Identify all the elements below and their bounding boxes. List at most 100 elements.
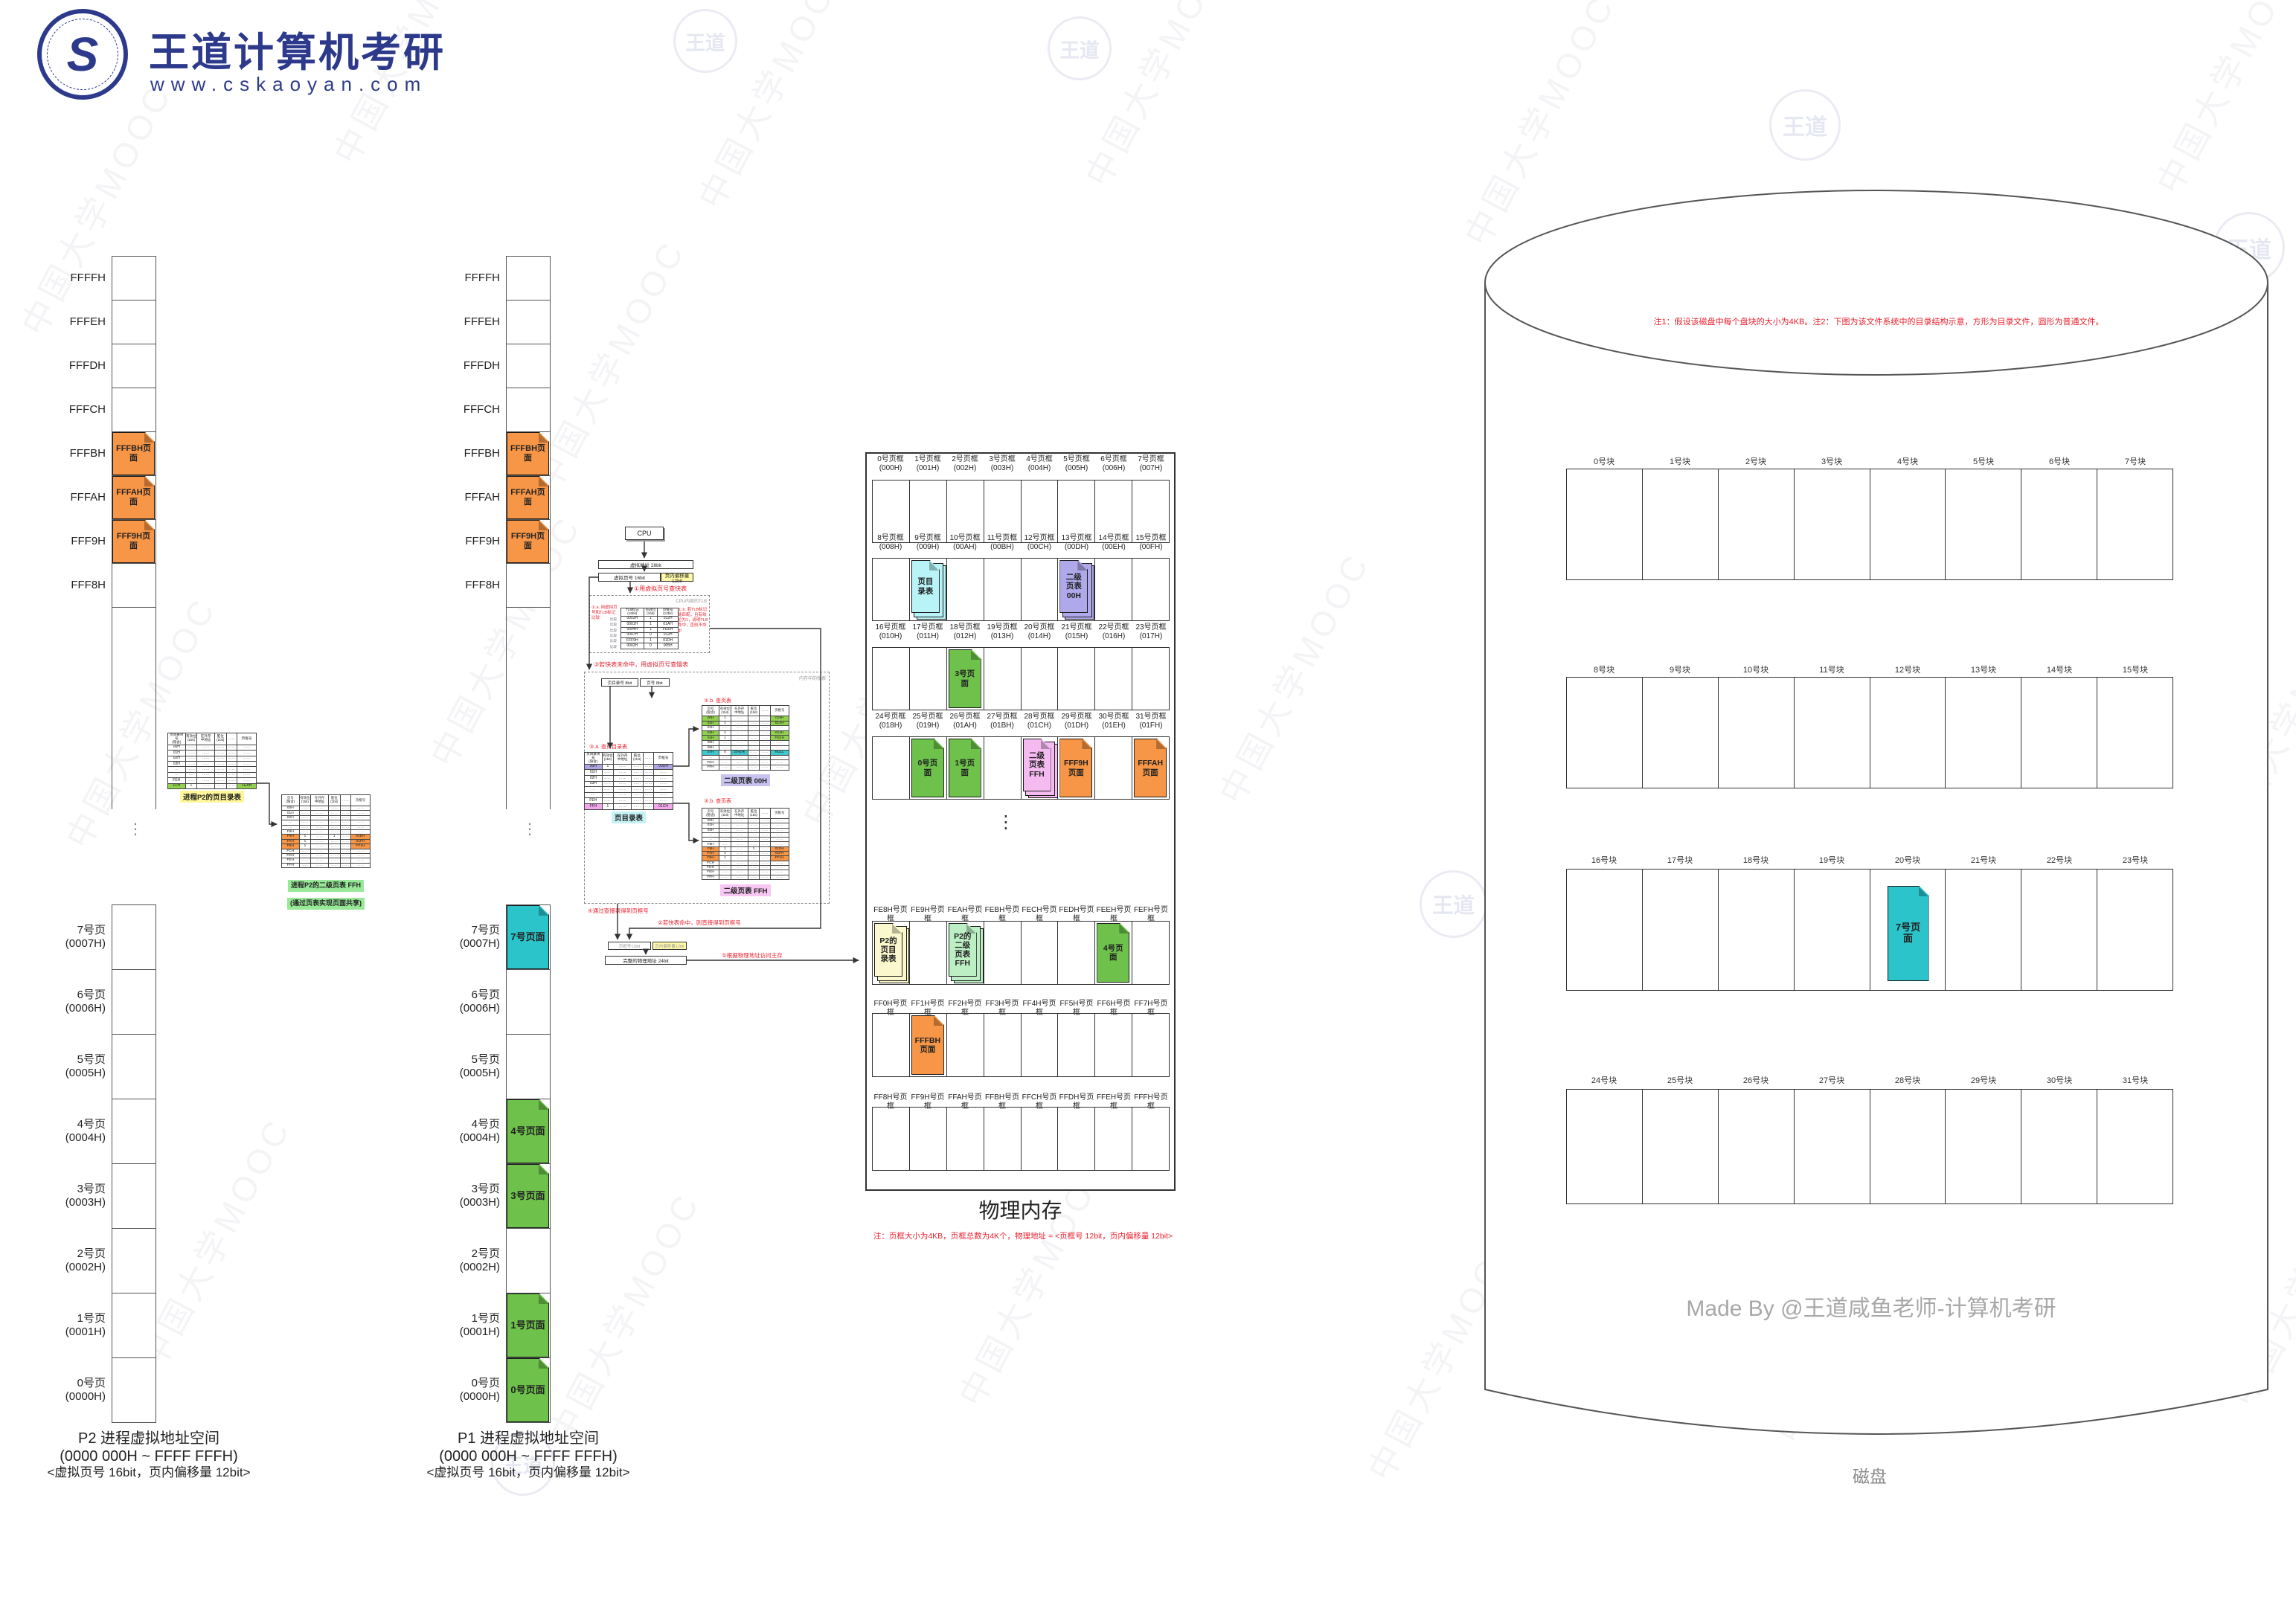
slow-l2-table-ffh-cell-0-5: …… bbox=[769, 817, 790, 824]
disk-block-cell-r2-5 bbox=[1946, 870, 2022, 990]
frame-label-s6-5: FFDH号页框 bbox=[1059, 1093, 1094, 1111]
slow-l2-table-ffh-row-8: FBH 1……………… FF1H bbox=[701, 855, 790, 861]
mem-item-s4-6: 4号页 面 bbox=[1097, 923, 1129, 983]
frame-cell-s3-7: FFFAH 页面 bbox=[1132, 737, 1169, 799]
p2-l2-page-table-ffh-row-3: …………………………… bbox=[281, 820, 371, 826]
p2-column-bottom-cell-5 bbox=[112, 1228, 156, 1293]
p2-l2-page-table-ffh-cell-7-2: …… bbox=[310, 838, 329, 845]
slow-l2-table-ffh-cell-0-3: …… bbox=[747, 817, 760, 824]
p2-l2-page-table-ffh-header-2: 在外存 中地址 bbox=[310, 794, 329, 806]
slow-l2-table-ffh-row-7: FAH 1……………… 01FH bbox=[701, 851, 790, 857]
p2-column-top-label-FFF9H: FFF9H bbox=[71, 534, 106, 547]
disk-block-cell-r3-1 bbox=[1643, 1090, 1719, 1203]
p2-column-bottom-cell-6 bbox=[112, 1293, 156, 1358]
frame-cell-s4-0: P2的 页目 录表 bbox=[873, 922, 910, 984]
p2-column-top-label-FFFFH: FFFFH bbox=[70, 271, 106, 284]
slow-l2-table-ffh-cell-1-1: …… bbox=[719, 823, 731, 829]
frame-label-s5-5: FF5H号页框 bbox=[1059, 1000, 1094, 1017]
frame-cell-s6-3 bbox=[984, 1108, 1022, 1170]
p1-column-bottom-cell-1 bbox=[506, 969, 551, 1035]
p2-l2-page-table-ffh-cell-2-0: 02H bbox=[281, 814, 300, 821]
mem-item-s4-2: P2的 二级 页表 FFH bbox=[949, 923, 984, 983]
mem-item-s4-2-top: P2的 二级 页表 FFH bbox=[949, 923, 977, 977]
p2-column-bottom-cell-0 bbox=[112, 904, 156, 970]
disk-block-label-r2-5: 21号块 bbox=[1970, 856, 1997, 865]
p1-column-top-label-FFF8H: FFF8H bbox=[465, 578, 500, 591]
frame-cell-s4-1 bbox=[910, 922, 947, 984]
p1-column-top-label-FFFBH: FFFBH bbox=[464, 446, 500, 460]
disk-block-label-r1-3: 11号块 bbox=[1819, 666, 1844, 675]
p1-column-bottom-cell-7: 0号页面 bbox=[506, 1357, 551, 1423]
p1-column-top-cell-FFFFH bbox=[506, 256, 551, 301]
slow-l2-table-ffh-cell-11-3: …… bbox=[747, 870, 760, 875]
p1-column-top-cell-FFFDH bbox=[506, 344, 551, 388]
p2-l2-page-table-ffh-cell-0-3: …… bbox=[327, 805, 341, 812]
frame-label-s4-6: FEEH号页框 bbox=[1096, 906, 1132, 923]
dir-table-caption: 页目录表 bbox=[584, 811, 673, 824]
tlb-compare-label-2: 比较 bbox=[610, 628, 617, 632]
p2-l2-page-table-ffh-cell-1-3: …… bbox=[327, 810, 341, 816]
p2-l2-page-table-ffh-cell-6-5: 01DH bbox=[350, 834, 371, 840]
frame-label-s3-0: 24号页框 (018H) bbox=[875, 713, 906, 730]
slow-l2-table-ffh-cell-6-5: 01DH bbox=[769, 846, 790, 852]
p2-column-bottom-label-5: 2号页 (0002H) bbox=[65, 1247, 106, 1273]
frame-cell-s0-6 bbox=[1095, 481, 1133, 542]
frame-label-s2-2: 18号页框 (012H) bbox=[949, 623, 981, 640]
disk-block-label-r1-1: 9号块 bbox=[1669, 666, 1691, 675]
p2-column-page-FFF9H: FFF9H页面 bbox=[112, 520, 155, 563]
p2-page-directory-table-cell-7-3: …… bbox=[214, 782, 227, 790]
frame-label-s4-7: FEFH号页框 bbox=[1133, 906, 1169, 923]
p2-column-bottom-cell-4 bbox=[112, 1163, 156, 1229]
p2-page-directory-table-cell-7-2: …… bbox=[196, 782, 215, 790]
p2-l2-page-table-ffh-cell-10-0: FDH bbox=[281, 852, 300, 859]
slow-l2-table-ffh-cell-10-3: …… bbox=[747, 864, 760, 871]
p2-l2-page-table-ffh-cell-3-2: …… bbox=[310, 820, 329, 826]
frame-label-s6-6: FFEH号页框 bbox=[1096, 1093, 1132, 1111]
p2-l2-page-table-ffh-cell-2-3: …… bbox=[327, 814, 341, 821]
p2-column-top-label-FFFEH: FFFEH bbox=[69, 315, 106, 328]
slow-l2-table-ffh-row-10: FDH………………………… bbox=[701, 864, 790, 871]
disk-block-row-1 bbox=[1566, 677, 2173, 788]
disk-block-label-r3-0: 24号块 bbox=[1591, 1076, 1617, 1085]
frame-label-s3-4: 28号页框 (01CH) bbox=[1024, 713, 1055, 730]
disk-block-label-r3-2: 26号块 bbox=[1742, 1076, 1769, 1085]
slow-page-directory-table-header-2: 在外存 中地址 bbox=[613, 752, 632, 765]
p1-column-bottom-label-6: 1号页 (0001H) bbox=[459, 1311, 500, 1338]
p2-l2-page-table-ffh-cell-8-3: …… bbox=[327, 843, 341, 849]
step3b-label-2: ③.b. 查页表 bbox=[704, 799, 732, 804]
disk-block-cell-r0-6 bbox=[2021, 469, 2098, 579]
slow-l2-table-ffh-cell-1-4: …… bbox=[759, 823, 771, 829]
frame-label-s1-7: 15号页框 (00FH) bbox=[1135, 534, 1167, 551]
p2-column-bottom-label-4: 3号页 (0003H) bbox=[65, 1182, 106, 1209]
disk-block-label-r3-5: 29号块 bbox=[1970, 1076, 1997, 1085]
p2-page-directory-table-header-2: 在外存 中地址 bbox=[196, 733, 215, 745]
slow-page-directory-table-header-0: 页目录项号 (隐含) bbox=[584, 752, 603, 765]
frame-cell-s2-6 bbox=[1095, 648, 1133, 710]
frame-cell-s2-4 bbox=[1022, 648, 1059, 710]
slow-l2-table-ffh-row-9: FCH………………………… bbox=[701, 860, 790, 866]
frame-row-6 bbox=[872, 1107, 1170, 1171]
disk-block-label-r3-3: 27号块 bbox=[1818, 1076, 1845, 1085]
disk-block-label-r1-0: 8号块 bbox=[1593, 666, 1615, 675]
frame-row-3: 0号页 面 1号页 面 二级 页表 FFH FFF9H 页面 FFFAH 页面 bbox=[872, 736, 1170, 800]
disk-item-r2-4: 7号页 面 bbox=[1888, 886, 1929, 981]
p2-column-page-FFFAH: FFFAH页面 bbox=[112, 476, 155, 519]
disk-block-label-r3-4: 28号块 bbox=[1894, 1076, 1921, 1085]
frame-label-s3-2: 26号页框 (01AH) bbox=[949, 713, 981, 730]
dir-table-caption-text: 页目录表 bbox=[611, 812, 646, 823]
frame-label-s1-3: 11号页框 (00BH) bbox=[987, 534, 1018, 551]
frame-cell-s6-4 bbox=[1022, 1108, 1059, 1170]
p2-column-bottom-label-7: 0号页 (0000H) bbox=[65, 1376, 106, 1403]
slow-l2-table-ffh-row-1: 01H………………………… bbox=[701, 823, 790, 829]
slow-l2-table-ffh-cell-2-4: …… bbox=[759, 827, 771, 833]
p2-l2-page-table-ffh-header-0: 页号 (隐含) bbox=[281, 794, 300, 806]
p2-l2-page-table-ffh-cell-3-0: … bbox=[281, 820, 300, 826]
frame-cell-s0-2 bbox=[947, 481, 984, 542]
p2-l2-page-table-ffh-row-12: FFH………………………… bbox=[281, 862, 371, 869]
p1-caption-line1: P1 进程虚拟地址空间 bbox=[457, 1430, 600, 1447]
p1-column-bottom-cell-3: 4号页面 bbox=[506, 1099, 551, 1164]
frame-cell-s1-0 bbox=[873, 559, 910, 620]
disk-block-label-r2-1: 17号块 bbox=[1667, 856, 1693, 865]
p2-l2-page-table-ffh-cell-0-0: 00H bbox=[281, 805, 300, 812]
frame-cell-s3-0 bbox=[873, 737, 910, 799]
